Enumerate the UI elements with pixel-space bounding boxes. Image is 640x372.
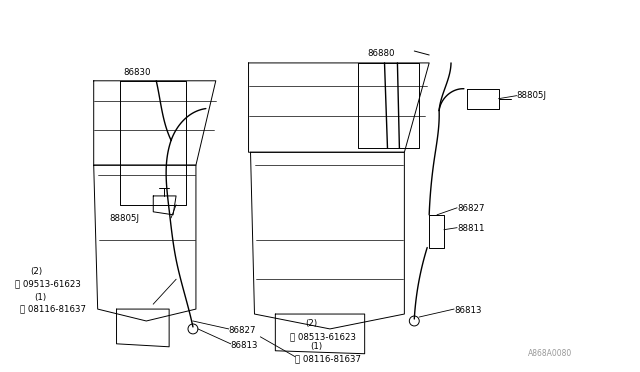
Text: 86813: 86813 <box>230 341 258 350</box>
Text: 88805J: 88805J <box>516 91 547 100</box>
Text: Ⓢ 09513-61623: Ⓢ 09513-61623 <box>15 280 81 289</box>
Text: Ⓢ 08513-61623: Ⓢ 08513-61623 <box>290 332 356 341</box>
Text: (1): (1) <box>34 293 46 302</box>
Text: 88805J: 88805J <box>109 214 140 223</box>
Text: 86813: 86813 <box>454 305 481 315</box>
Text: 86827: 86827 <box>228 326 256 336</box>
Text: (2): (2) <box>305 320 317 328</box>
Text: Ⓑ 08116-81637: Ⓑ 08116-81637 <box>295 354 361 363</box>
Text: 88811: 88811 <box>457 224 484 233</box>
Text: 86880: 86880 <box>367 48 395 58</box>
Text: (2): (2) <box>30 267 42 276</box>
Text: 86827: 86827 <box>457 204 484 213</box>
Text: Ⓑ 08116-81637: Ⓑ 08116-81637 <box>20 305 86 314</box>
Text: (1): (1) <box>310 342 322 351</box>
Text: A868A0080: A868A0080 <box>529 349 573 358</box>
Text: 86830: 86830 <box>124 68 151 77</box>
